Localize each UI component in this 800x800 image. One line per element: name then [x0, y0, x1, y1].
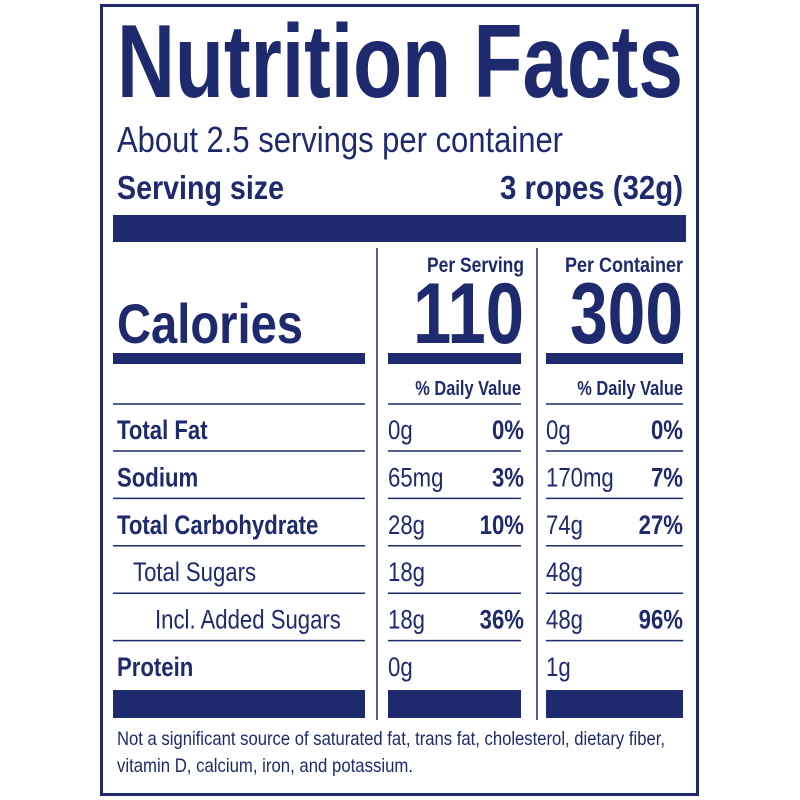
- amount: 65mg: [388, 462, 443, 492]
- amount: 1g: [546, 652, 571, 682]
- nutrient-name: Total Fat: [117, 415, 208, 445]
- amount: 0g: [546, 415, 571, 445]
- divider: [388, 690, 521, 718]
- column-header: Per Container: [565, 254, 683, 277]
- amount: 74g: [546, 510, 583, 540]
- border: [100, 4, 699, 796]
- amount: 0g: [388, 415, 413, 445]
- divider: [113, 690, 365, 718]
- dv-header: % Daily Value: [577, 378, 683, 400]
- divider: [546, 353, 683, 364]
- daily-value: 27%: [639, 510, 683, 540]
- calories-value: 300: [570, 266, 683, 362]
- calories-value: 110: [413, 266, 524, 362]
- title: Nutrition Facts: [117, 4, 683, 120]
- servings: About 2.5 servings per container: [117, 119, 563, 160]
- footnote: vitamin D, calcium, iron, and potassium.: [117, 755, 413, 777]
- amount: 48g: [546, 557, 583, 587]
- daily-value: 3%: [492, 462, 524, 492]
- serving-size-label: Serving size: [117, 169, 284, 206]
- amount: 18g: [388, 605, 425, 635]
- amount: 0g: [388, 652, 413, 682]
- amount: 28g: [388, 510, 425, 540]
- daily-value: 10%: [480, 510, 524, 540]
- nutrient-name: Sodium: [117, 462, 198, 492]
- divider: [388, 353, 521, 364]
- daily-value: 7%: [651, 462, 683, 492]
- serving-size-value: 3 ropes (32g): [500, 169, 683, 206]
- calories-label: Calories: [117, 292, 303, 355]
- daily-value: 96%: [639, 605, 683, 635]
- amount: 18g: [388, 557, 425, 587]
- daily-value: 0%: [651, 415, 683, 445]
- nutrient-name: Total Carbohydrate: [117, 510, 318, 540]
- divider: [546, 690, 683, 718]
- column-header: Per Serving: [427, 254, 524, 277]
- nutrient-name: Incl. Added Sugars: [155, 605, 341, 635]
- footnote: Not a significant source of saturated fa…: [117, 728, 665, 750]
- nutrient-name: Protein: [117, 652, 193, 682]
- divider: [113, 215, 686, 242]
- amount: 48g: [546, 605, 583, 635]
- divider: [113, 353, 365, 364]
- amount: 170mg: [546, 462, 614, 492]
- daily-value: 36%: [480, 605, 524, 635]
- daily-value: 0%: [492, 415, 524, 445]
- nutrient-name: Total Sugars: [133, 557, 256, 587]
- dv-header: % Daily Value: [415, 378, 521, 400]
